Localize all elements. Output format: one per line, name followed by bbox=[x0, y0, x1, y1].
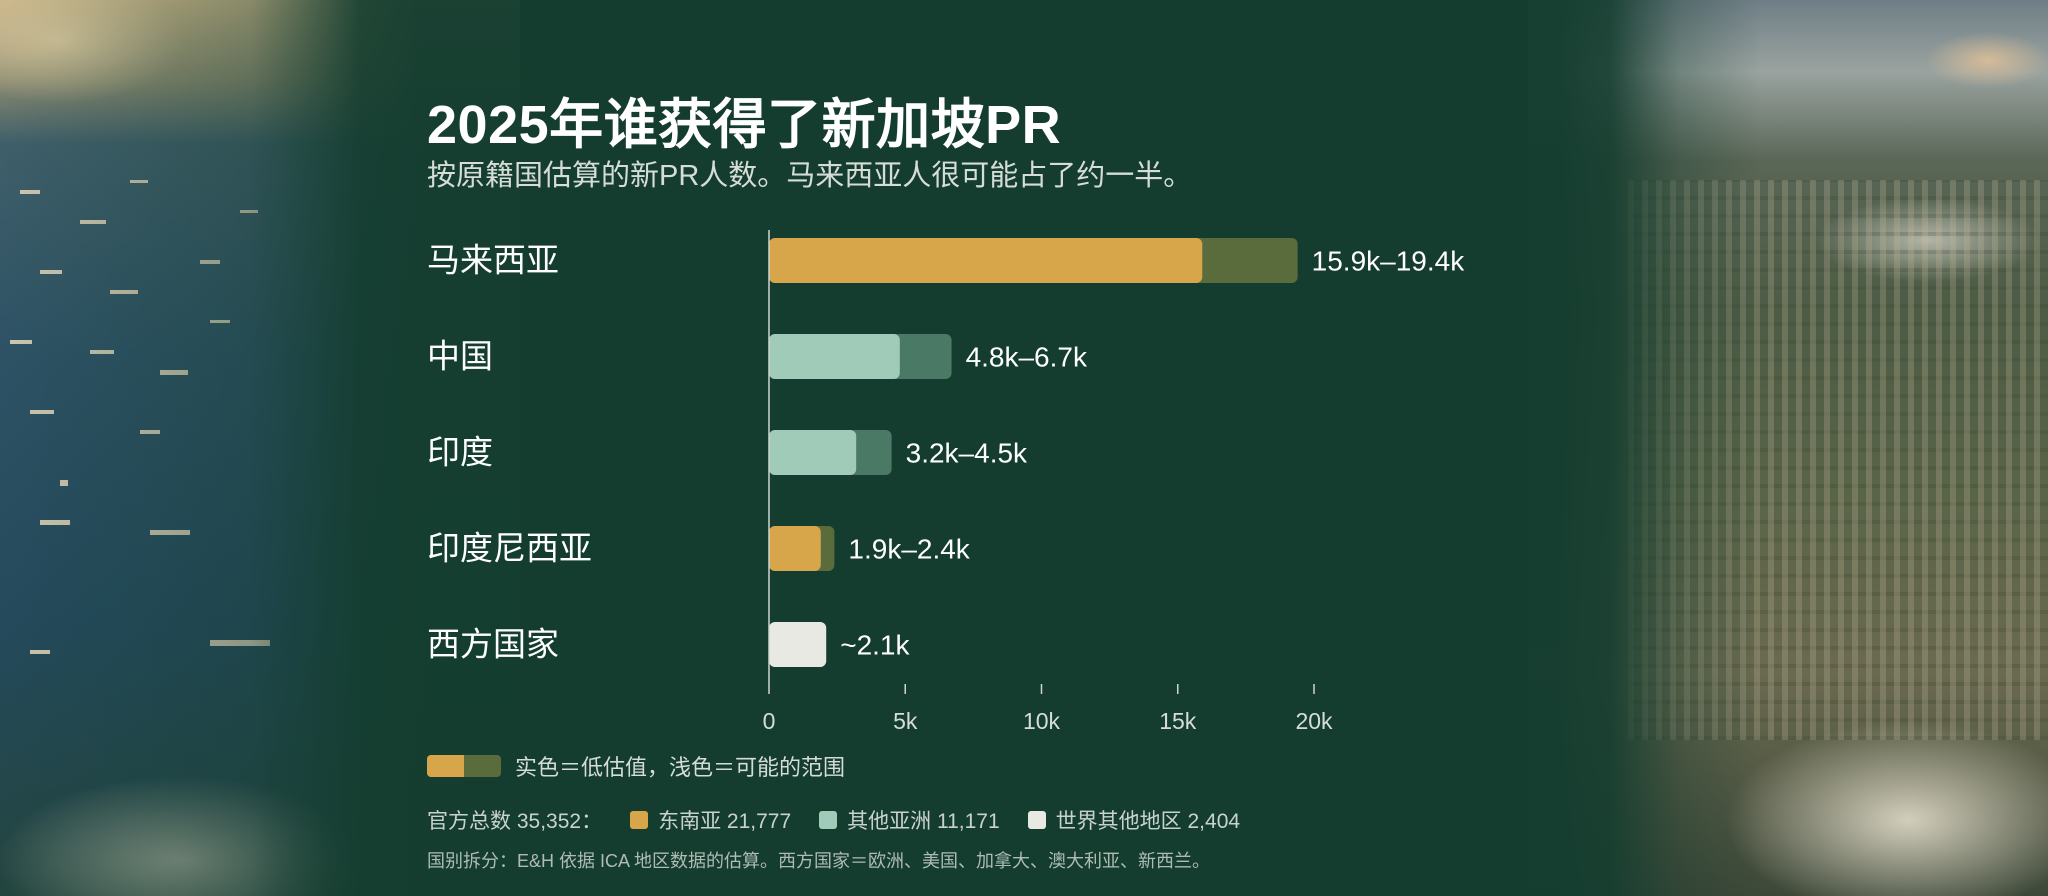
total-asia-label: 其他亚洲 11,171 bbox=[847, 810, 1000, 833]
bar-low bbox=[769, 622, 827, 667]
legend-dot-asia bbox=[819, 811, 838, 829]
x-tick-label: 10k bbox=[1023, 708, 1061, 734]
category-label: 马来西亚 bbox=[427, 242, 559, 279]
chart-title: 2025年谁获得了新加坡PR bbox=[427, 95, 1062, 155]
value-label: ~2.1k bbox=[840, 630, 910, 661]
value-label: 15.9k–19.4k bbox=[1312, 246, 1466, 277]
bar-low bbox=[769, 238, 1203, 283]
official-totals: 官方总数 35,352： 东南亚 21,777 其他亚洲 11,171 世界其他… bbox=[427, 805, 1240, 835]
legend-dot-row bbox=[1027, 811, 1046, 829]
value-label: 3.2k–4.5k bbox=[906, 438, 1028, 469]
range-legend: 实色＝低估值，浅色＝可能的范围 bbox=[427, 750, 845, 782]
category-label: 印度 bbox=[427, 434, 493, 471]
value-label: 4.8k–6.7k bbox=[966, 342, 1088, 373]
total-other-asia: 其他亚洲 11,171 bbox=[819, 805, 1000, 835]
total-row-label: 世界其他地区 2,404 bbox=[1055, 810, 1241, 833]
range-legend-label: 实色＝低估值，浅色＝可能的范围 bbox=[515, 755, 846, 780]
category-label: 印度尼西亚 bbox=[427, 530, 592, 567]
value-label: 1.9k–2.4k bbox=[848, 534, 970, 565]
legend-swatch-range bbox=[464, 755, 501, 777]
category-label: 中国 bbox=[427, 338, 493, 375]
category-label: 西方国家 bbox=[427, 626, 559, 663]
x-tick-label: 20k bbox=[1295, 708, 1333, 734]
bar-low bbox=[769, 334, 900, 379]
bar-low bbox=[769, 526, 821, 571]
x-tick-label: 0 bbox=[763, 708, 776, 734]
x-tick-label: 15k bbox=[1159, 708, 1197, 734]
totals-label: 官方总数 35,352： bbox=[427, 810, 603, 833]
bar-low bbox=[769, 430, 857, 475]
legend-swatch-low bbox=[427, 755, 464, 777]
total-southeast-asia: 东南亚 21,777 bbox=[630, 805, 791, 835]
footnote: 国别拆分：E&H 依据 ICA 地区数据的估算。西方国家＝欧洲、美国、加拿大、澳… bbox=[427, 851, 1211, 871]
chart-subtitle: 按原籍国估算的新PR人数。马来西亚人很可能占了约一半。 bbox=[427, 160, 1193, 192]
total-sea-label: 东南亚 21,777 bbox=[658, 810, 792, 833]
total-rest-of-world: 世界其他地区 2,404 bbox=[1027, 805, 1241, 835]
legend-dot-sea bbox=[630, 811, 649, 829]
x-tick-label: 5k bbox=[893, 708, 918, 734]
